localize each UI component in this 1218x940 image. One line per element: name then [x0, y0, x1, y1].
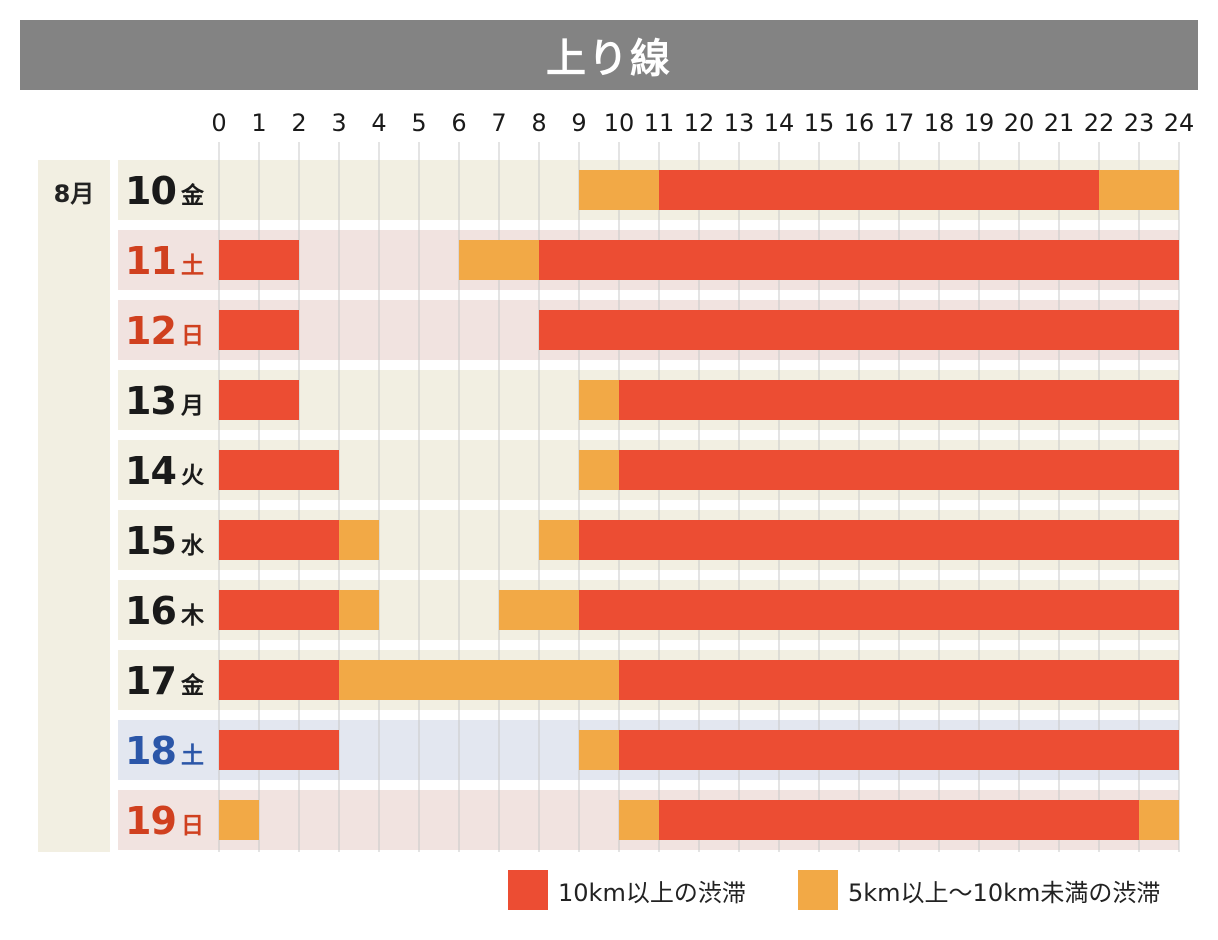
row-day-label: 14	[125, 449, 176, 493]
bar-light-congestion	[499, 590, 579, 630]
bar-light-congestion	[1099, 170, 1179, 210]
x-tick-label: 7	[491, 109, 506, 137]
row-weekday-label: 土	[181, 743, 204, 769]
bar-heavy-congestion	[219, 520, 339, 560]
bar-heavy-congestion	[219, 660, 339, 700]
bar-heavy-congestion	[659, 800, 1139, 840]
x-tick-label: 4	[371, 109, 386, 137]
bar-heavy-congestion	[539, 240, 1179, 280]
bar-heavy-congestion	[579, 520, 1179, 560]
x-tick-label: 12	[684, 109, 715, 137]
row-day-label: 11	[125, 239, 176, 283]
row-day-label: 19	[125, 799, 176, 843]
row-day-label: 13	[125, 379, 176, 423]
legend-heavy: 10km以上の渋滞	[508, 870, 746, 910]
legend-light: 5km以上～10km未満の渋滞	[798, 870, 1160, 910]
row-weekday-label: 日	[181, 813, 204, 839]
x-tick-label: 15	[804, 109, 835, 137]
row-weekday-label: 日	[181, 323, 204, 349]
bar-light-congestion	[339, 520, 379, 560]
row-weekday-label: 土	[181, 253, 204, 279]
bar-light-congestion	[1139, 800, 1179, 840]
x-tick-label: 9	[571, 109, 586, 137]
bar-light-congestion	[579, 170, 659, 210]
chart-title-bar: 上り線	[20, 20, 1198, 90]
bar-heavy-congestion	[219, 450, 339, 490]
row-weekday-label: 水	[181, 533, 205, 559]
bar-heavy-congestion	[619, 380, 1179, 420]
x-tick-label: 6	[451, 109, 466, 137]
bar-heavy-congestion	[619, 660, 1179, 700]
congestion-chart: 0 1 2 3 4 5 6 7 8 9 10 11 12 13 14 15 16 17 18 19 20 21 22 23 24…	[118, 109, 1195, 852]
x-tick-label: 18	[924, 109, 955, 137]
bar-light-congestion	[579, 450, 619, 490]
legend-light-label: 5km以上～10km未満の渋滞	[848, 878, 1161, 907]
x-tick-label: 20	[1004, 109, 1035, 137]
x-tick-label: 5	[411, 109, 426, 137]
row-day-label: 18	[125, 729, 176, 773]
x-tick-label: 19	[964, 109, 995, 137]
row-weekday-label: 金	[180, 182, 205, 209]
row-day-label: 15	[125, 519, 176, 563]
bar-heavy-congestion	[579, 590, 1179, 630]
row-day-label: 16	[125, 589, 176, 633]
bar-heavy-congestion	[619, 450, 1179, 490]
x-tick-label: 22	[1084, 109, 1115, 137]
month-column: 8月	[38, 160, 110, 852]
legend-heavy-label: 10km以上の渋滞	[558, 878, 746, 907]
bar-light-congestion	[539, 520, 579, 560]
x-tick-label: 2	[291, 109, 306, 137]
x-tick-label: 24	[1164, 109, 1195, 137]
legend-light-swatch	[798, 870, 838, 910]
x-tick-label: 10	[604, 109, 635, 137]
bar-light-congestion	[619, 800, 659, 840]
x-tick-label: 1	[251, 109, 266, 137]
row-weekday-label: 木	[180, 603, 204, 629]
row-day-label: 10	[125, 169, 176, 213]
bar-light-congestion	[339, 590, 379, 630]
x-tick-label: 13	[724, 109, 755, 137]
bar-light-congestion	[339, 660, 619, 700]
bar-heavy-congestion	[219, 380, 299, 420]
row-weekday-label: 火	[181, 463, 204, 489]
x-tick-label: 8	[531, 109, 546, 137]
x-tick-label: 17	[884, 109, 915, 137]
bar-heavy-congestion	[219, 730, 339, 770]
x-tick-label: 21	[1044, 109, 1075, 137]
bar-heavy-congestion	[219, 310, 299, 350]
bar-heavy-congestion	[539, 310, 1179, 350]
bar-light-congestion	[459, 240, 539, 280]
bar-light-congestion	[579, 380, 619, 420]
x-tick-label: 3	[331, 109, 346, 137]
row-weekday-label: 月	[180, 393, 204, 419]
bar-light-congestion	[219, 800, 259, 840]
x-tick-label: 11	[644, 109, 675, 137]
bar-heavy-congestion	[219, 590, 339, 630]
bar-heavy-congestion	[659, 170, 1099, 210]
row-day-label: 12	[125, 309, 176, 353]
x-tick-label: 14	[764, 109, 795, 137]
x-tick-label: 0	[211, 109, 226, 137]
month-label: 8月	[53, 180, 95, 208]
legend-heavy-swatch	[508, 870, 548, 910]
x-tick-label: 16	[844, 109, 875, 137]
row-day-label: 17	[125, 659, 176, 703]
x-tick-label: 23	[1124, 109, 1155, 137]
bar-heavy-congestion	[219, 240, 299, 280]
chart-title: 上り線	[546, 36, 672, 82]
bar-heavy-congestion	[619, 730, 1179, 770]
bar-light-congestion	[579, 730, 619, 770]
row-weekday-label: 金	[180, 672, 205, 699]
